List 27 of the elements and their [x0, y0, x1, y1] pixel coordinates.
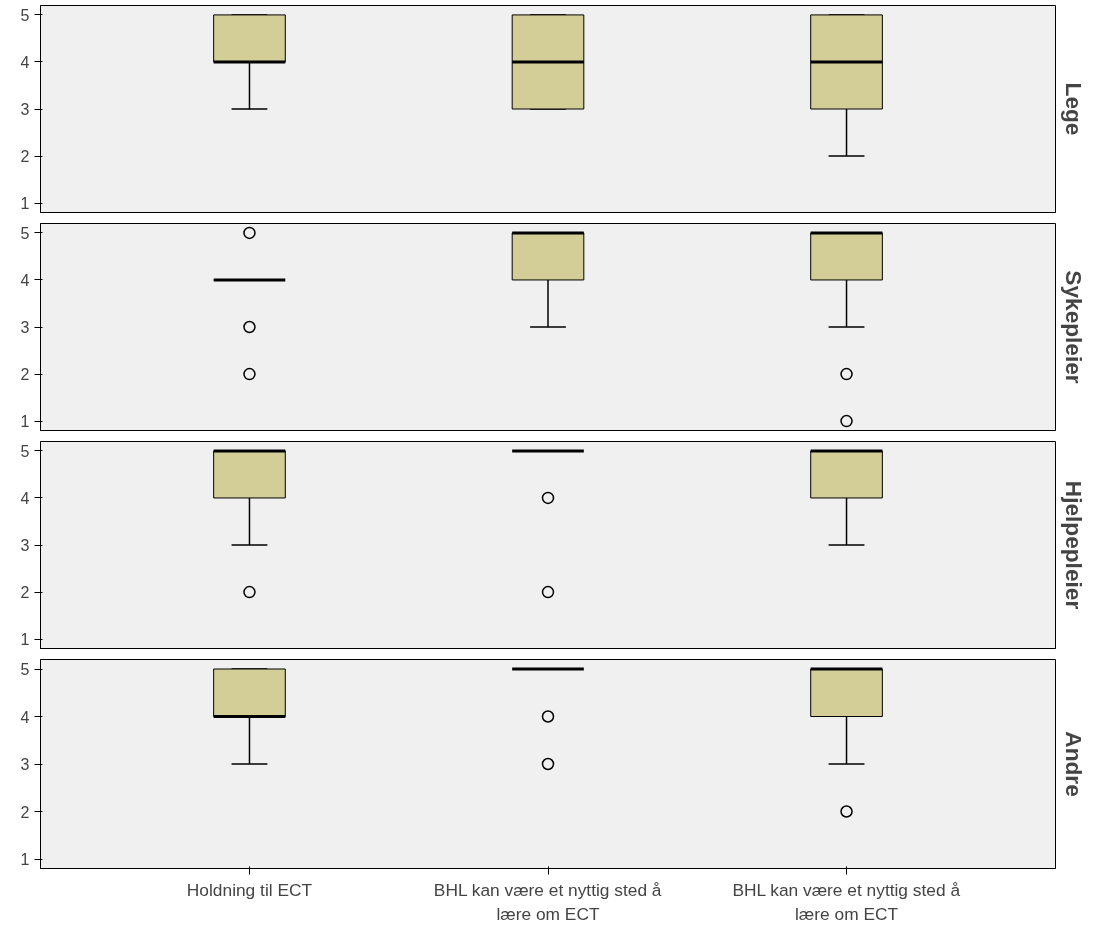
- y-tick-label: 5: [20, 442, 30, 460]
- y-tick-label: 4: [20, 53, 30, 71]
- text: Lege: [1060, 82, 1087, 136]
- text: Hjelpepleier: [1060, 480, 1087, 610]
- y-tick-label: 4: [20, 489, 30, 507]
- y-tick-label: 3: [20, 319, 30, 336]
- y-tick-label: 2: [20, 148, 30, 166]
- y-tick-label: 1: [20, 631, 30, 649]
- y-tick-label: 2: [20, 584, 30, 602]
- y-tick-label: 3: [20, 101, 30, 118]
- y-tick-label: 3: [20, 756, 30, 773]
- y-tick-label: 3: [20, 537, 30, 554]
- y-tick-label: 5: [20, 661, 30, 678]
- x-tick-label: BHL kan være et nyttig sted å lære om ECT: [732, 879, 961, 924]
- x-tick-label: Holdning til ECT: [186, 879, 313, 900]
- y-tick-label: 2: [20, 803, 30, 821]
- text: Andre: [1060, 731, 1087, 797]
- y-tick-label: 1: [20, 413, 30, 431]
- y-tick-label: 4: [20, 271, 30, 289]
- y-tick-label: 1: [20, 195, 30, 213]
- y-tick-label: 1: [20, 851, 30, 868]
- y-tick-label: 5: [20, 6, 30, 24]
- y-tick-label: 2: [20, 366, 30, 384]
- y-tick-label: 5: [20, 224, 30, 242]
- text: Sykepleier: [1060, 270, 1087, 384]
- x-tick-label: BHL kan være et nyttig sted å lære om ECT: [433, 879, 662, 924]
- y-tick-label: 4: [20, 708, 30, 726]
